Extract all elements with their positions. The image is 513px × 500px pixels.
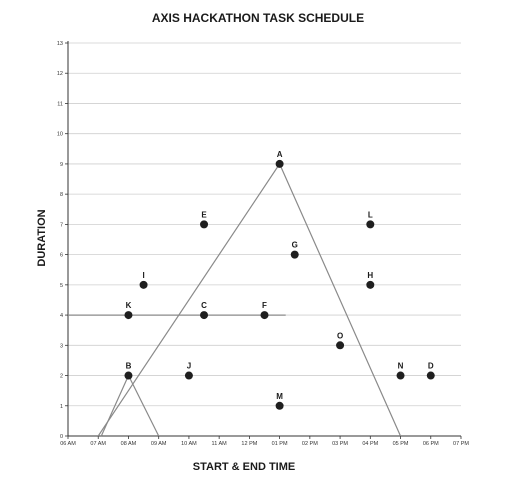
point-l	[366, 220, 375, 229]
x-tick-label-06-pm: 06 PM	[423, 441, 439, 447]
point-o	[336, 341, 345, 350]
y-tick-label-10: 10	[57, 132, 63, 138]
y-tick-label-3: 3	[60, 343, 63, 349]
point-m	[275, 401, 284, 410]
y-tick-label-8: 8	[60, 192, 63, 198]
point-label-n: N	[398, 362, 404, 371]
x-tick-label-07-pm: 07 PM	[453, 441, 469, 447]
point-d	[426, 371, 435, 380]
y-axis-label: DURATION	[36, 209, 48, 266]
y-tick-label-0: 0	[60, 434, 63, 440]
y-tick-label-5: 5	[60, 283, 63, 289]
y-tick-label-7: 7	[60, 222, 63, 228]
point-c	[200, 311, 209, 320]
point-label-i: I	[142, 271, 144, 280]
y-tick-label-12: 12	[57, 71, 63, 77]
y-tick-label-13: 13	[57, 41, 63, 47]
point-label-j: J	[187, 362, 191, 371]
chart-title: AXIS HACKATHON TASK SCHEDULE	[152, 11, 364, 25]
point-label-h: H	[367, 271, 373, 280]
point-a	[275, 159, 284, 168]
point-label-e: E	[201, 210, 207, 219]
y-tick-label-11: 11	[57, 101, 63, 107]
grid	[68, 42, 461, 407]
x-tick-label-03-pm: 03 PM	[332, 441, 348, 447]
line-0	[97, 162, 402, 437]
point-label-b: B	[126, 362, 132, 371]
point-h	[366, 280, 375, 289]
point-label-c: C	[201, 301, 207, 310]
y-tick-label-9: 9	[60, 162, 63, 168]
x-tick-label-06-am: 06 AM	[60, 441, 76, 447]
y-tick-label-2: 2	[60, 374, 63, 380]
x-tick-label-12-pm: 12 PM	[241, 441, 257, 447]
x-tick-label-05-pm: 05 PM	[393, 441, 409, 447]
x-tick-label-02-pm: 02 PM	[302, 441, 318, 447]
x-tick-label-04-pm: 04 PM	[362, 441, 378, 447]
point-n	[396, 371, 405, 380]
axes	[65, 41, 462, 439]
x-tick-label-11-am: 11 AM	[212, 441, 228, 447]
point-label-f: F	[262, 301, 267, 310]
x-tick-label-10-am: 10 AM	[181, 441, 197, 447]
x-tick-label-08-am: 08 AM	[121, 441, 137, 447]
y-tick-label-4: 4	[60, 313, 63, 319]
point-label-m: M	[276, 392, 283, 401]
x-tick-label-07-am: 07 AM	[90, 441, 106, 447]
x-tick-label-09-am: 09 AM	[151, 441, 167, 447]
point-label-a: A	[277, 150, 283, 159]
point-e	[200, 220, 209, 229]
point-k	[124, 311, 133, 320]
point-label-d: D	[428, 362, 434, 371]
point-label-g: G	[292, 241, 298, 250]
y-tick-label-6: 6	[60, 253, 63, 259]
point-label-o: O	[337, 331, 343, 340]
point-j	[184, 371, 193, 380]
x-tick-label-01-pm: 01 PM	[272, 441, 288, 447]
point-g	[290, 250, 299, 259]
point-label-l: L	[368, 210, 373, 219]
x-axis-label: START & END TIME	[193, 461, 295, 473]
point-label-k: K	[126, 301, 132, 310]
point-f	[260, 311, 269, 320]
data-points: A B C D E F G H I J K L M N O	[124, 150, 435, 410]
line-segments	[68, 162, 402, 437]
y-tick-label-1: 1	[60, 404, 63, 410]
point-i	[139, 280, 148, 289]
point-b	[124, 371, 133, 380]
